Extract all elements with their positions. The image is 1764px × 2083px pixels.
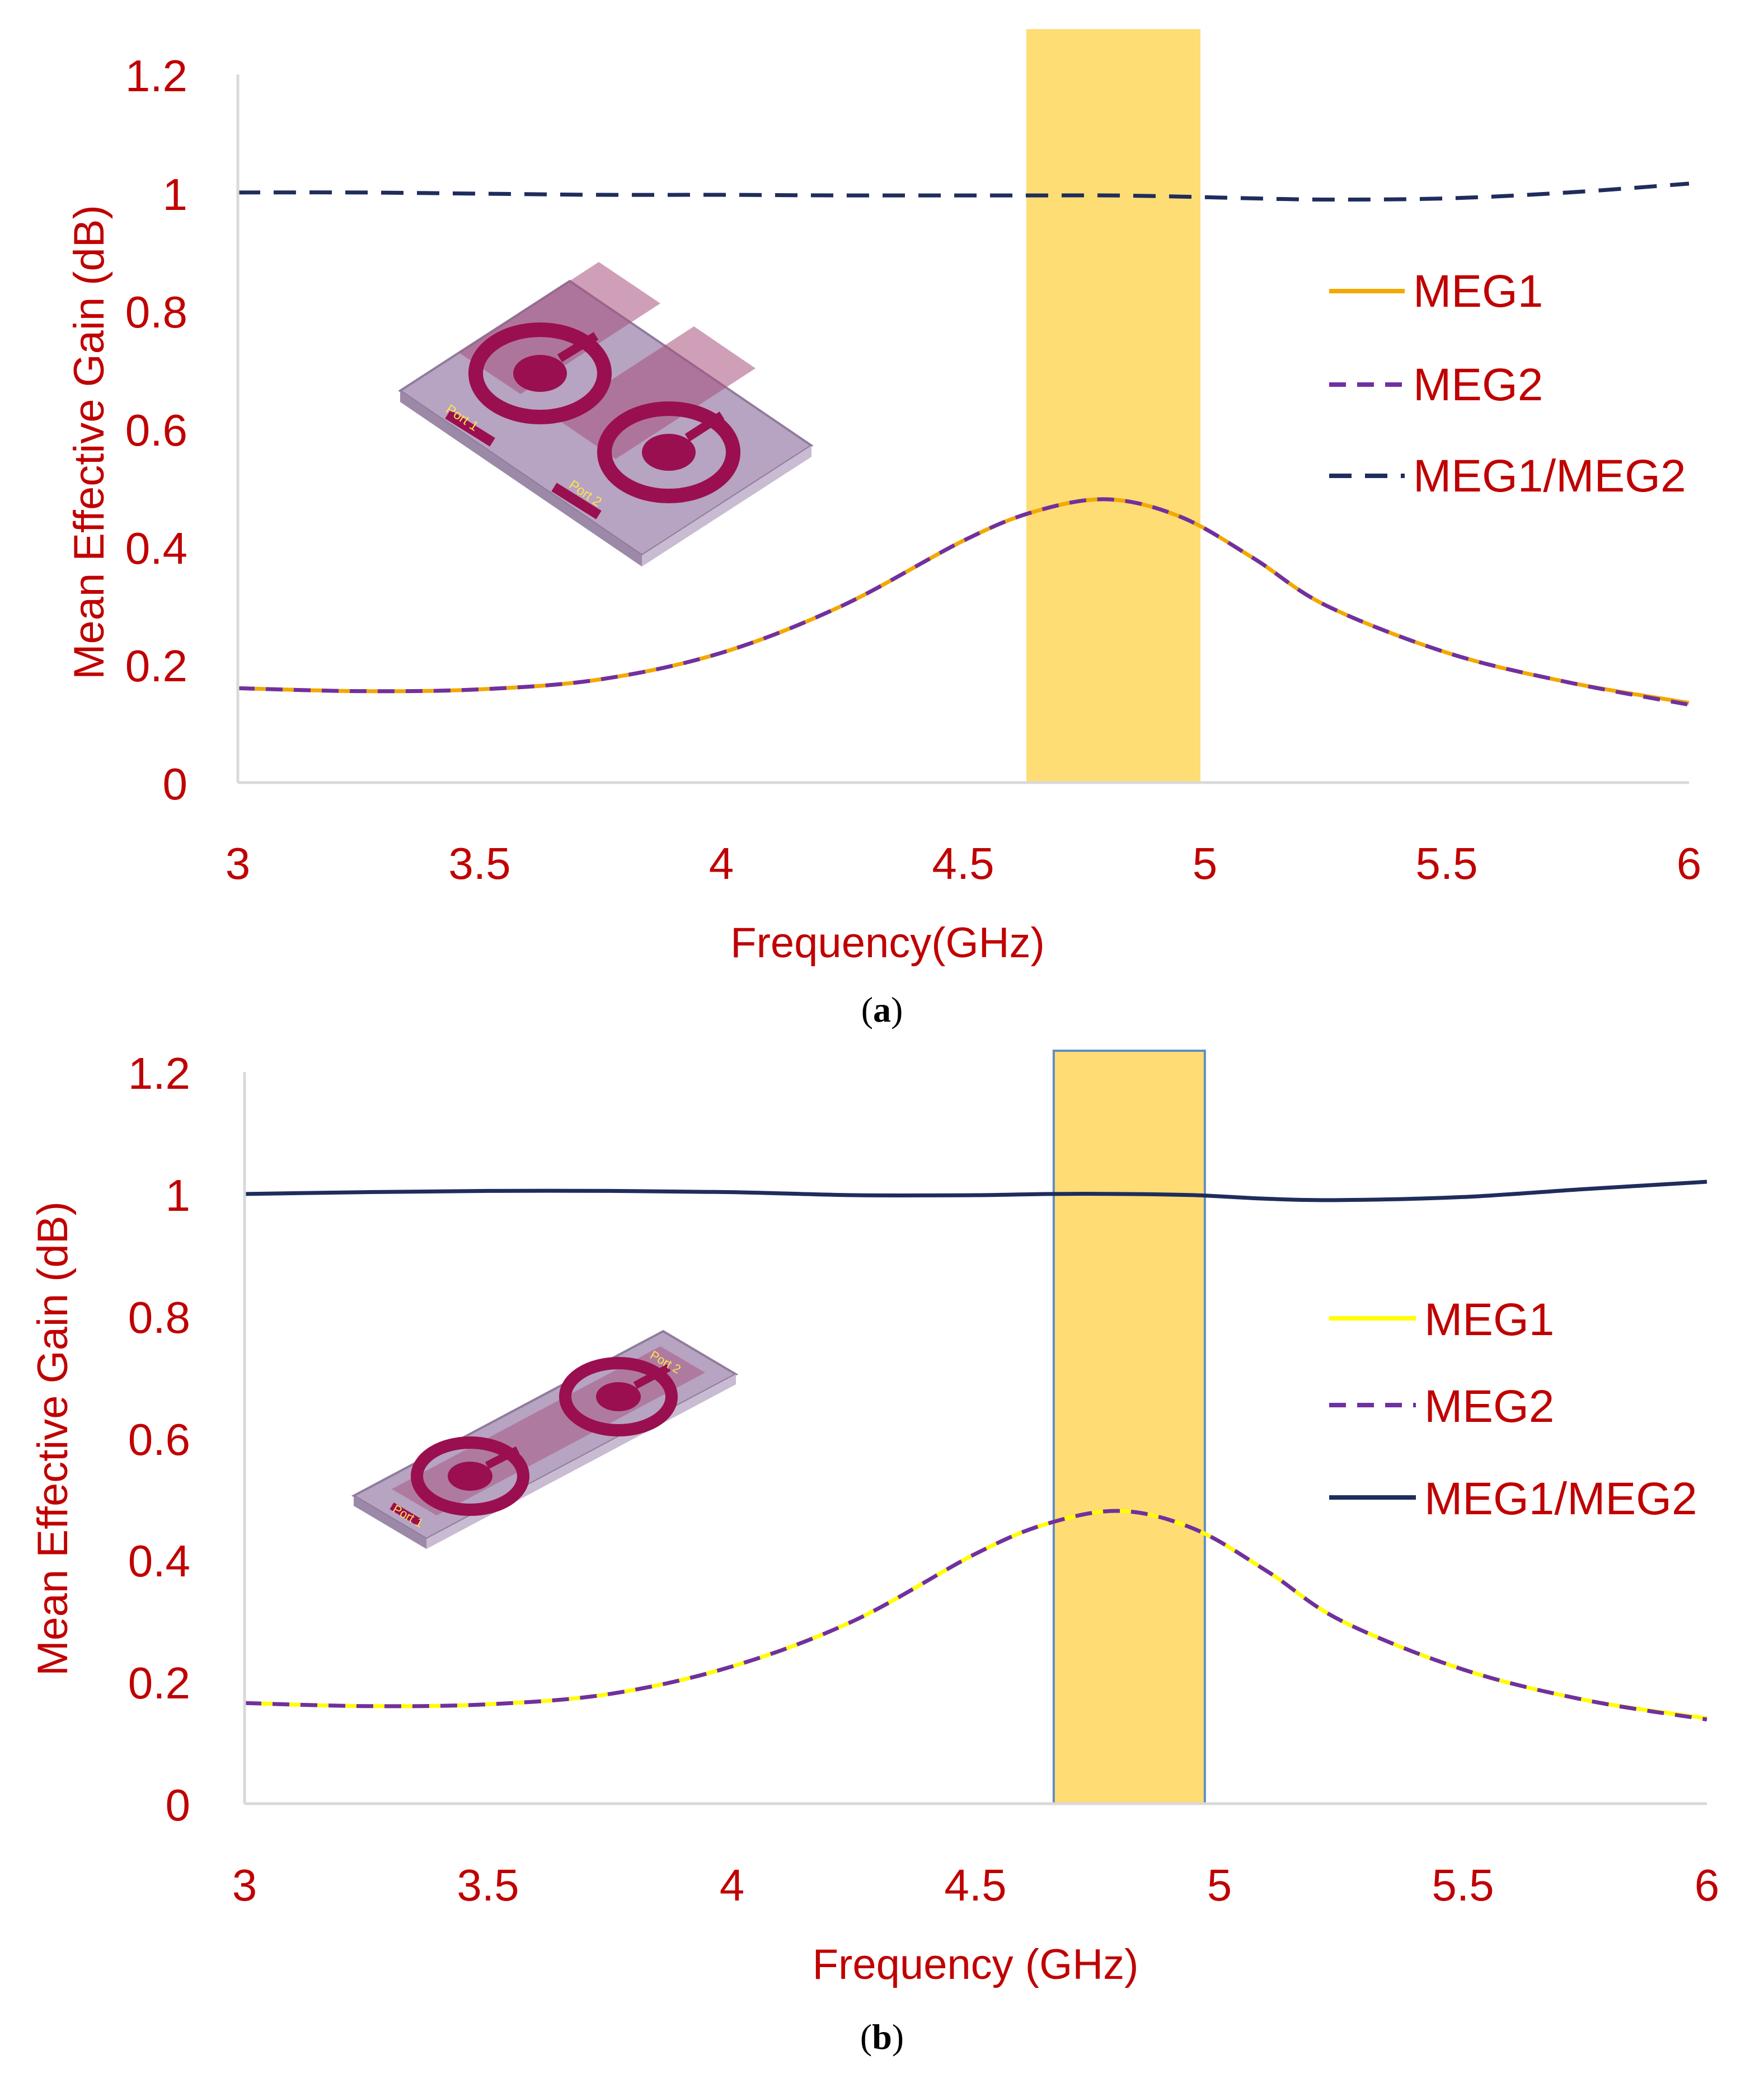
x-tick-a-6: 6	[1677, 839, 1702, 888]
legend-b: MEG1 MEG2 MEG1/MEG2	[1329, 1294, 1697, 1524]
legend-label-b-ratio: MEG1/MEG2	[1424, 1473, 1697, 1524]
y-tick-b-5: 1	[166, 1171, 191, 1220]
series-line-b-meg1	[244, 1509, 1707, 1720]
panel-label-b: (b)	[860, 2017, 904, 2057]
x-tick-a-4: 5	[1193, 839, 1218, 888]
y-tick-b-0: 0	[166, 1780, 191, 1830]
x-axis-title-a: Frequency(GHz)	[730, 919, 1045, 967]
legend-label-b-meg2: MEG2	[1424, 1381, 1554, 1432]
x-tick-b-6: 6	[1695, 1860, 1720, 1910]
x-tick-b-0: 3	[232, 1860, 257, 1910]
series-line-a-meg1-meg2	[237, 181, 1690, 202]
series-line-b-meg2	[244, 1509, 1707, 1722]
x-tick-b-5: 5.5	[1432, 1860, 1494, 1910]
x-tick-labels-a: 3 3.5 4 4.5 5 5.5 6	[226, 839, 1702, 888]
y-tick-a-0: 0	[163, 759, 188, 809]
y-tick-labels-a: 0 0.2 0.4 0.6 0.8 1 1.2	[125, 51, 187, 809]
y-tick-a-2: 0.4	[125, 523, 187, 573]
y-tick-b-3: 0.6	[128, 1415, 190, 1464]
legend-label-b-meg1: MEG1	[1424, 1294, 1554, 1345]
antenna-inset-a: Port 1 Port 2	[398, 262, 814, 567]
y-tick-a-4: 0.8	[125, 287, 187, 337]
x-tick-b-1: 3.5	[457, 1860, 519, 1910]
y-tick-a-5: 1	[163, 170, 188, 219]
series-lines-a	[237, 181, 1690, 707]
legend-a: MEG1 MEG2 MEG1/MEG2	[1329, 266, 1686, 502]
y-axis-title-b: Mean Effective Gain (dB)	[29, 1201, 77, 1676]
y-tick-b-2: 0.4	[128, 1536, 190, 1586]
y-tick-a-1: 0.2	[125, 641, 187, 691]
legend-label-a-meg2: MEG2	[1413, 359, 1543, 410]
x-tick-a-2: 4	[709, 839, 734, 888]
x-tick-a-0: 3	[226, 839, 251, 888]
panel-label-a: (a)	[861, 990, 903, 1029]
legend-label-a-ratio: MEG1/MEG2	[1413, 451, 1686, 502]
series-line-a-meg2	[237, 497, 1690, 707]
x-tick-a-1: 3.5	[448, 839, 510, 888]
x-axis-title-b: Frequency (GHz)	[813, 1941, 1139, 1988]
y-tick-a-6: 1.2	[125, 51, 187, 101]
chart-panel-a: Port 1 Port 2 0 0.2 0.4 0.6 0.8 1 1.2 3 …	[65, 29, 1701, 1029]
x-tick-a-5: 5.5	[1415, 839, 1477, 888]
y-tick-b-6: 1.2	[128, 1048, 190, 1098]
legend-label-a-meg1: MEG1	[1413, 266, 1543, 317]
series-line-b-meg1-meg2	[244, 1179, 1707, 1202]
highlight-band-b	[1052, 1050, 1206, 1805]
y-tick-b-4: 0.8	[128, 1293, 190, 1342]
series-line-a-meg1	[237, 497, 1690, 705]
antenna-inset-b: Port 1 Port 2	[351, 1330, 739, 1549]
y-tick-b-1: 0.2	[128, 1658, 190, 1708]
highlight-band-a	[1026, 29, 1201, 783]
x-tick-b-2: 4	[720, 1860, 745, 1910]
series-lines-b	[244, 1179, 1707, 1722]
x-tick-a-3: 4.5	[932, 839, 994, 888]
y-axis-title-a: Mean Effective Gain (dB)	[65, 205, 113, 680]
x-tick-b-3: 4.5	[944, 1860, 1006, 1910]
y-tick-labels-b: 0 0.2 0.4 0.6 0.8 1 1.2	[128, 1048, 190, 1830]
x-tick-labels-b: 3 3.5 4 4.5 5 5.5 6	[232, 1860, 1720, 1910]
x-tick-b-4: 5	[1207, 1860, 1232, 1910]
chart-panel-b: Port 1 Port 2 0 0.2 0.4 0.6 0.8 1 1.2 3 …	[29, 1048, 1719, 2057]
y-tick-a-3: 0.6	[125, 405, 187, 455]
